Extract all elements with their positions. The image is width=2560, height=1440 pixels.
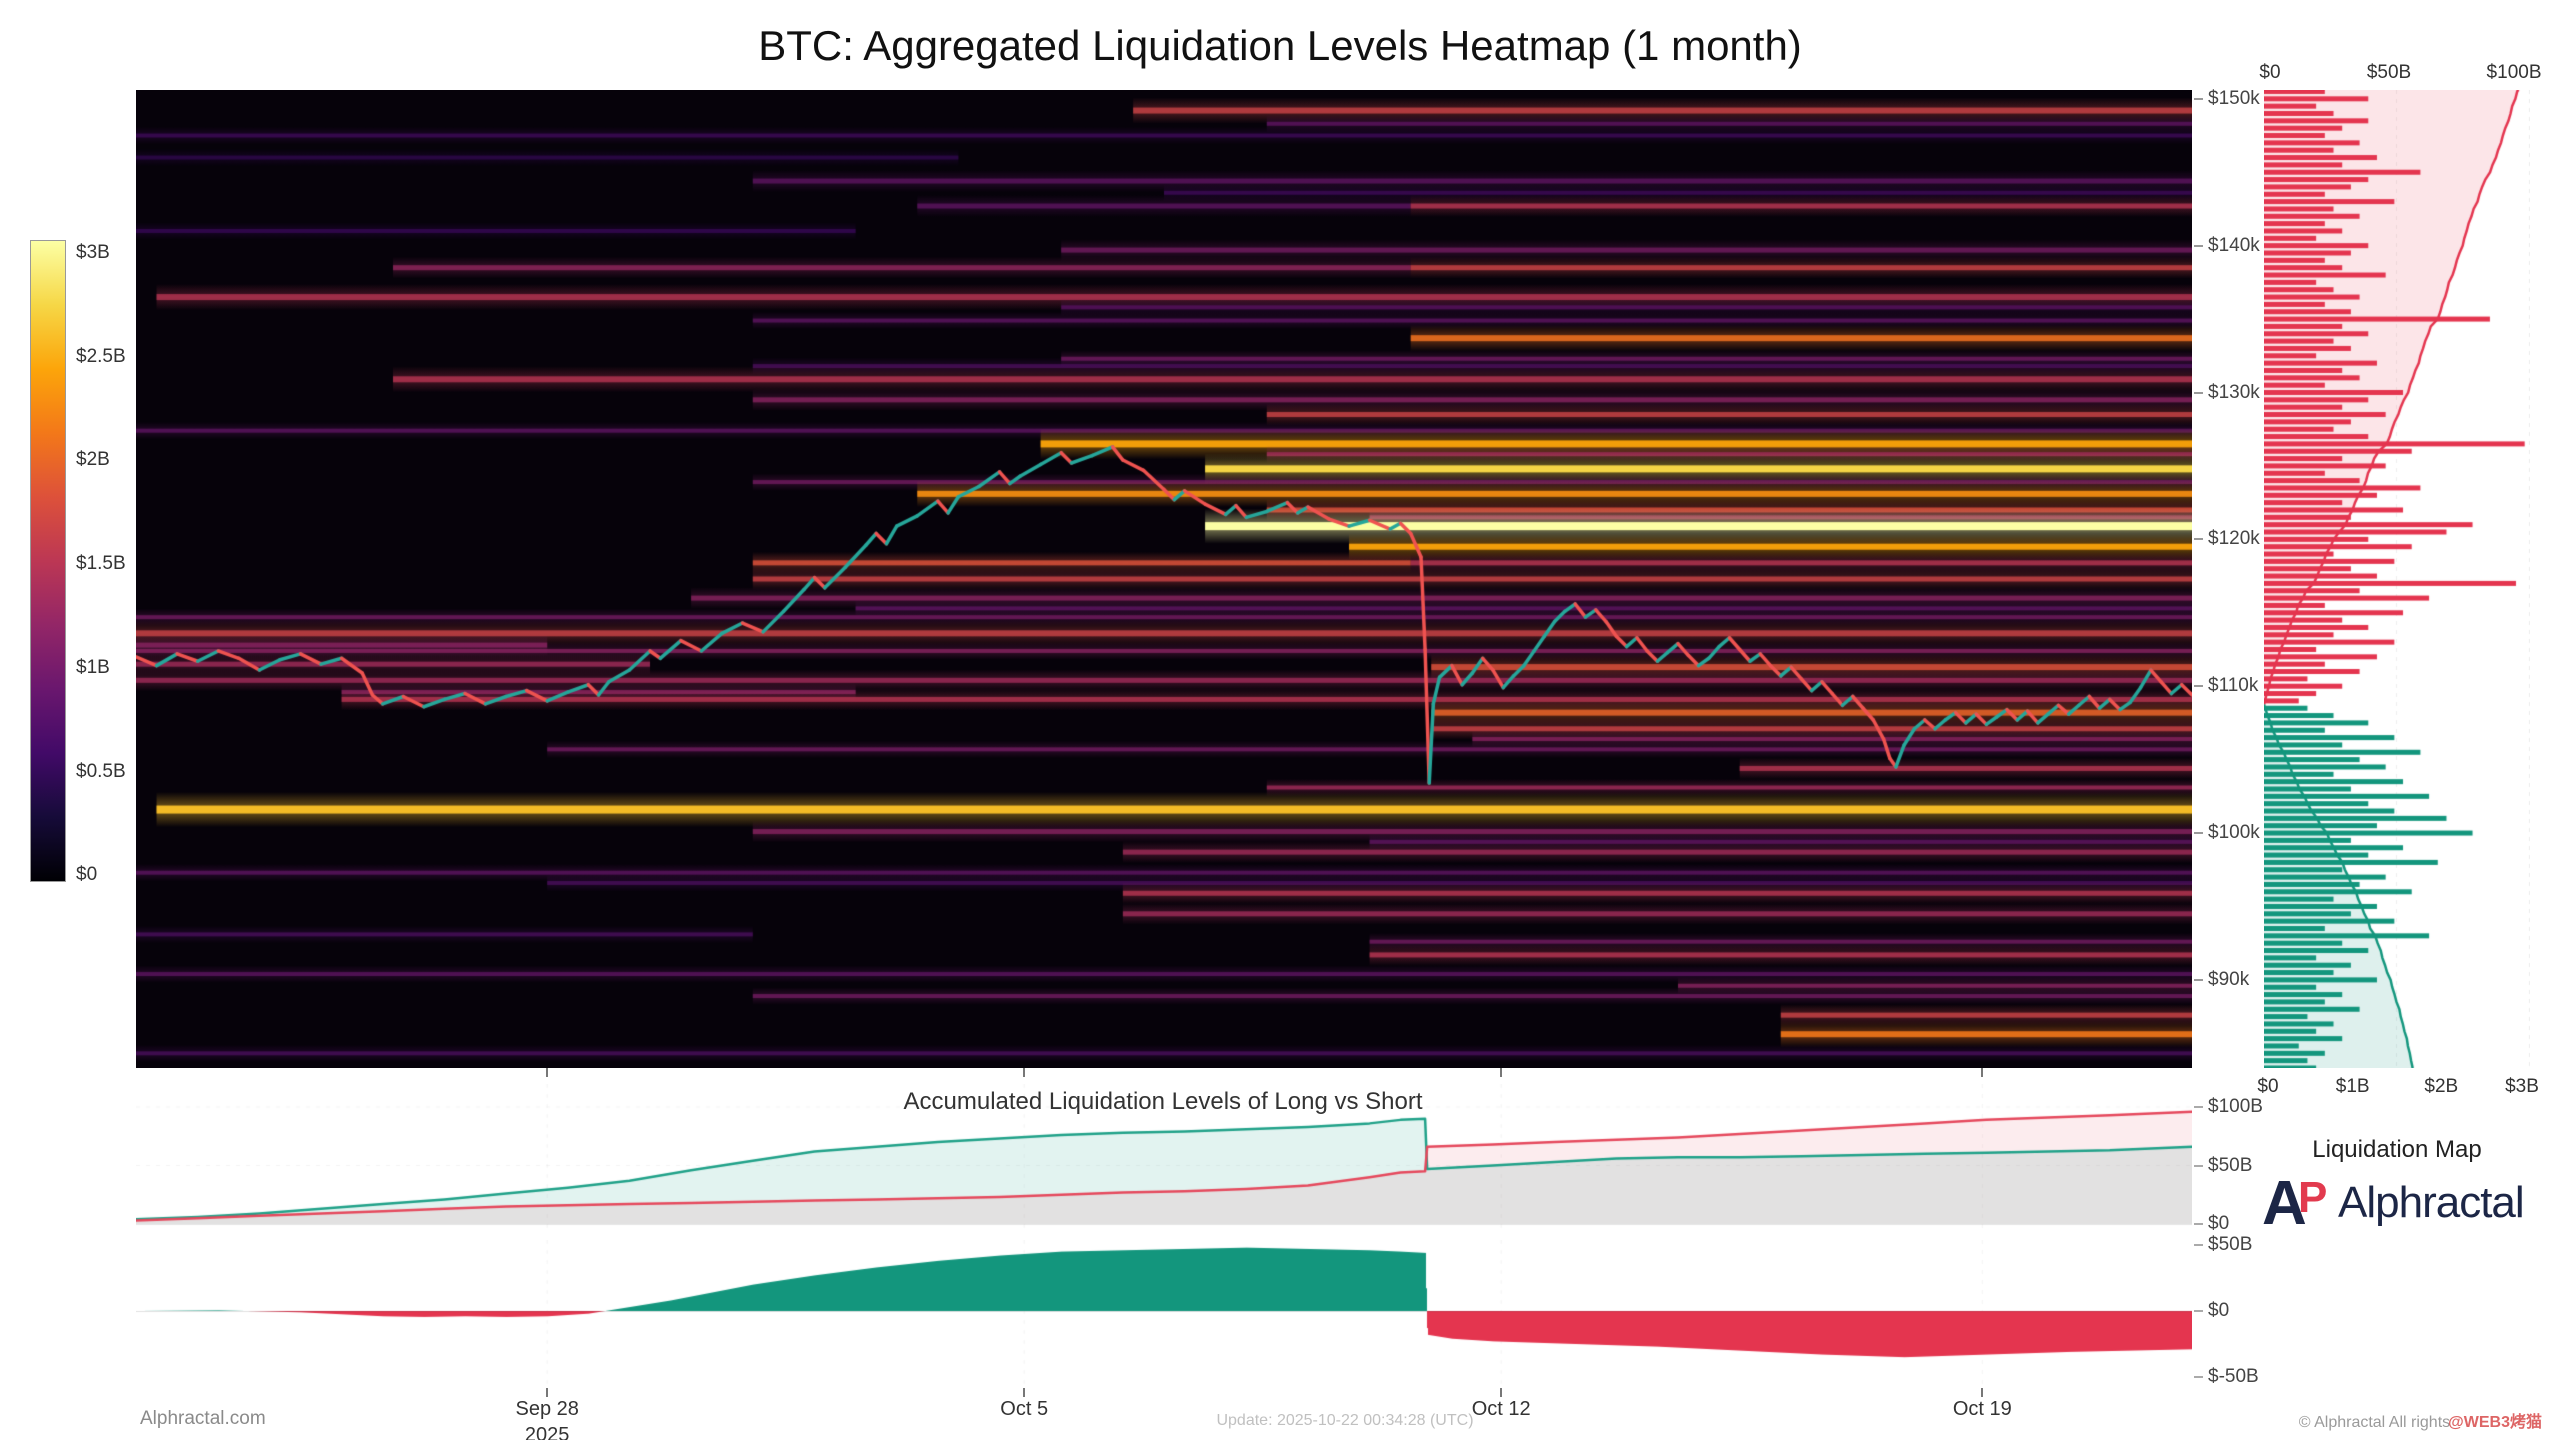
svg-text:P: P	[2298, 1173, 2327, 1222]
delta-x-tick	[1500, 1388, 1503, 1397]
price-axis-tick	[2194, 832, 2203, 835]
price-axis-label: $100k	[2208, 822, 2260, 844]
colorbar-tick-label: $1.5B	[76, 553, 126, 575]
price-axis-tick	[2194, 978, 2203, 981]
liquidation-map-canvas	[2264, 90, 2530, 1068]
delta-chart-canvas	[136, 1240, 2192, 1388]
alphractal-monogram-icon: A P	[2262, 1169, 2327, 1238]
colorbar-tick-label: $1B	[76, 656, 110, 678]
colorbar-tick-label: $2.5B	[76, 345, 126, 367]
heatmap-x-tick	[1981, 1068, 1984, 1077]
update-timestamp: Update: 2025-10-22 00:34:28 (UTC)	[1216, 1412, 1474, 1429]
liqmap-top-axis-label: $100B	[2486, 62, 2542, 83]
delta-x-tick	[1023, 1388, 1026, 1397]
price-axis-label: $90k	[2208, 968, 2250, 990]
liqmap-bottom-axis-label: $0	[2257, 1076, 2279, 1097]
accumulated-y-tick	[2194, 1106, 2203, 1108]
accumulated-y-tick	[2194, 1164, 2203, 1167]
colorbar-gradient	[30, 240, 66, 882]
svg-text:A: A	[2262, 1169, 2307, 1238]
accumulated-y-label: $100B	[2208, 1096, 2263, 1117]
date-year-label: 2025	[524, 1424, 570, 1440]
price-axis-tick	[2194, 97, 2203, 100]
liquidation-map-title: Liquidation Map	[2312, 1136, 2482, 1163]
liqmap-top-axis-label: $50B	[2366, 62, 2412, 83]
delta-y-tick	[2194, 1376, 2203, 1378]
colorbar-tick-label: $0.5B	[76, 760, 126, 782]
delta-y-label: $50B	[2208, 1234, 2253, 1255]
price-axis-label: $120k	[2208, 528, 2260, 550]
copyright-row: © Alphractal All rights@WEB3烤猫	[2299, 1408, 2542, 1432]
delta-y-tick	[2194, 1310, 2203, 1312]
liqmap-top-axis-label: $0	[2259, 62, 2281, 83]
date-label: Oct 5	[1000, 1398, 1049, 1420]
liqmap-bottom-axis-label: $2B	[2424, 1076, 2459, 1097]
price-axis-label: $130k	[2208, 381, 2260, 403]
delta-x-tick	[546, 1388, 549, 1397]
price-axis-tick	[2194, 685, 2203, 688]
price-axis-tick	[2194, 391, 2203, 394]
accumulated-chart-canvas	[136, 1084, 2192, 1232]
heatmap-x-tick	[1500, 1068, 1503, 1077]
date-label: Oct 19	[1952, 1398, 2012, 1420]
price-axis-label: $140k	[2208, 234, 2260, 256]
date-label: Sep 28 2025	[515, 1396, 578, 1440]
heatmap-x-tick	[546, 1068, 549, 1077]
liqmap-bottom-axis-label: $3B	[2505, 1076, 2539, 1097]
watermark-text: @WEB3烤猫	[2448, 1414, 2542, 1431]
heatmap-canvas	[136, 90, 2192, 1068]
colorbar-tick-label: $3B	[76, 242, 110, 263]
liqmap-bottom-axis-label: $1B	[2335, 1076, 2370, 1097]
price-axis-label: $150k	[2208, 87, 2260, 109]
accumulated-y-tick	[2194, 1223, 2203, 1225]
delta-y-label: $0	[2208, 1300, 2230, 1321]
colorbar-tick-label: $0	[76, 864, 98, 886]
logo-text: Alphractal	[2338, 1178, 2525, 1227]
price-axis-tick	[2194, 244, 2203, 247]
heatmap-x-tick	[1023, 1068, 1026, 1077]
accumulated-y-label: $0	[2208, 1213, 2230, 1234]
delta-y-label: $-50B	[2208, 1366, 2259, 1387]
price-axis-tick	[2194, 538, 2203, 541]
price-axis-label: $110k	[2208, 675, 2259, 697]
delta-x-tick	[1981, 1388, 1984, 1397]
copyright-text: © Alphractal All rights	[2298, 1414, 2451, 1431]
accumulated-chart-title: Accumulated Liquidation Levels of Long v…	[903, 1088, 1423, 1115]
page-title: BTC: Aggregated Liquidation Levels Heatm…	[758, 22, 1802, 69]
brand-logo: A P Alphractal	[2262, 1168, 2538, 1238]
delta-y-tick	[2194, 1244, 2203, 1246]
colorbar-tick-label: $2B	[76, 449, 110, 471]
footer-site-link: Alphractal.com	[140, 1408, 266, 1429]
date-label: Oct 12	[1471, 1398, 1531, 1420]
accumulated-y-label: $50B	[2208, 1154, 2253, 1176]
